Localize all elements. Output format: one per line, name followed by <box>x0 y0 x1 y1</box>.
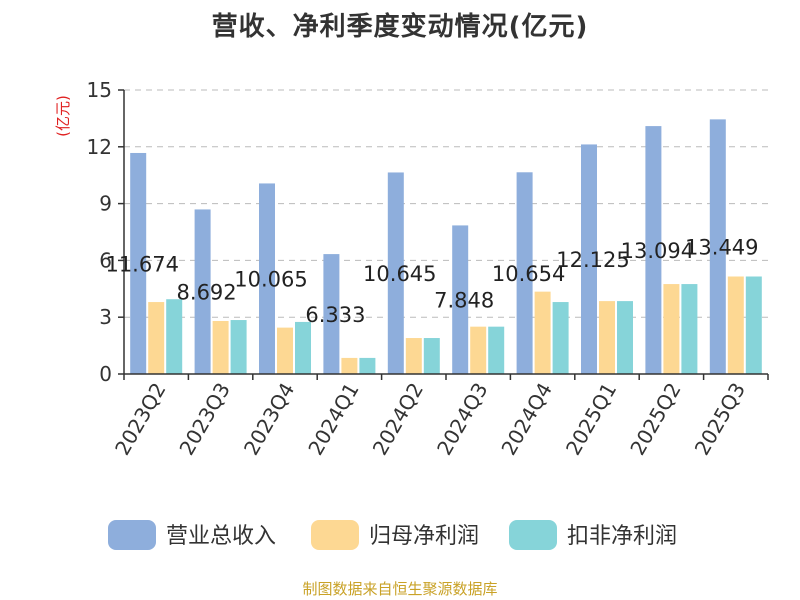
bar-2025Q2-2 <box>663 284 680 374</box>
bar-2024Q4-2 <box>534 291 551 374</box>
y-tick-label: 6 <box>99 248 112 272</box>
x-tick-label: 2024Q2 <box>368 379 428 460</box>
data-labels: 11.6748.69210.0656.33310.6457.84810.6541… <box>105 236 758 327</box>
bar-2024Q1-1 <box>323 254 340 374</box>
y-axis-label: (亿元) <box>54 95 72 137</box>
data-label-2024Q1: 6.333 <box>305 303 365 327</box>
data-label-2024Q4: 10.654 <box>492 262 565 286</box>
bars <box>130 119 762 374</box>
x-tick-label: 2025Q1 <box>561 379 621 460</box>
x-tick-label: 2025Q3 <box>690 379 750 460</box>
y-tick-label: 15 <box>87 78 112 102</box>
y-tick-label: 12 <box>87 135 112 159</box>
x-tick-label: 2023Q2 <box>110 379 170 460</box>
bar-2023Q2-3 <box>166 299 183 374</box>
x-tick-label: 2024Q1 <box>303 379 363 460</box>
legend: 营业总收入 归母净利润 扣非净利润 <box>108 520 677 550</box>
bar-2025Q2-3 <box>681 284 698 374</box>
x-tick-label: 2023Q4 <box>239 379 299 460</box>
x-tick-label: 2024Q3 <box>432 379 492 460</box>
legend-swatch-3 <box>509 520 557 550</box>
y-tick-label: 3 <box>99 305 112 329</box>
bar-2024Q1-2 <box>341 357 358 374</box>
bar-2025Q1-1 <box>581 144 597 374</box>
bar-2024Q3-3 <box>488 326 505 374</box>
bar-2023Q2-1 <box>130 152 147 374</box>
source-note: 制图数据来自恒生聚源数据库 <box>302 580 498 598</box>
data-label-2024Q2: 10.645 <box>363 262 436 286</box>
bar-2024Q3-2 <box>470 326 487 374</box>
bar-2025Q1-2 <box>599 301 615 374</box>
bar-2023Q3-3 <box>230 320 247 374</box>
bar-2024Q4-3 <box>552 302 569 374</box>
data-label-2025Q1: 12.125 <box>556 248 629 272</box>
legend-label-1: 营业总收入 <box>166 524 276 549</box>
bar-2023Q3-2 <box>212 320 229 374</box>
bar-2023Q4-3 <box>295 321 311 374</box>
bar-2024Q1-3 <box>359 357 376 374</box>
grid-lines <box>124 89 768 318</box>
bar-2023Q3-1 <box>194 209 211 374</box>
bar-2025Q3-1 <box>709 119 726 374</box>
bar-2025Q3-3 <box>745 276 762 374</box>
legend-label-3: 扣非净利润 <box>567 524 677 549</box>
bar-2025Q1-3 <box>617 301 633 374</box>
x-tick-label: 2024Q4 <box>496 379 556 460</box>
legend-label-2: 归母净利润 <box>369 524 479 549</box>
bar-2025Q3-2 <box>727 276 744 374</box>
data-label-2023Q3: 8.692 <box>177 281 237 305</box>
x-tick-label: 2025Q2 <box>625 379 685 460</box>
data-label-2023Q4: 10.065 <box>234 268 307 292</box>
y-tick-label: 9 <box>99 192 112 216</box>
legend-swatch-1 <box>108 520 156 550</box>
data-label-2023Q2: 11.674 <box>105 252 178 276</box>
data-label-2024Q3: 7.848 <box>434 289 494 313</box>
bar-2023Q2-2 <box>148 302 165 374</box>
legend-swatch-2 <box>311 520 359 550</box>
y-tick-label: 0 <box>99 362 112 386</box>
data-label-2025Q3: 13.449 <box>685 236 758 260</box>
bar-2024Q2-1 <box>387 172 404 374</box>
chart-title: 营收、净利季度变动情况(亿元) <box>211 12 589 42</box>
data-label-2025Q2: 13.094 <box>621 239 694 263</box>
bar-2023Q4-1 <box>259 183 275 374</box>
bar-2024Q4-1 <box>516 172 533 374</box>
bar-2023Q4-2 <box>277 327 293 374</box>
bar-2025Q2-1 <box>645 126 662 374</box>
bar-2024Q3-1 <box>452 225 469 374</box>
bar-2024Q2-2 <box>405 338 422 374</box>
x-tick-label: 2023Q3 <box>174 379 234 460</box>
bar-2024Q2-3 <box>423 338 440 374</box>
